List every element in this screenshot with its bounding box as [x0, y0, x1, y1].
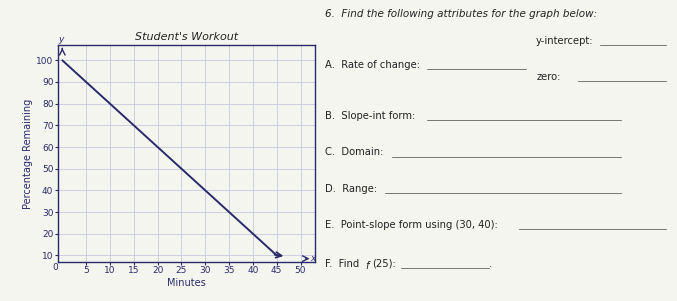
Text: y-intercept:: y-intercept:: [536, 36, 594, 46]
Text: F.  Find: F. Find: [325, 259, 366, 269]
Text: x: x: [310, 254, 315, 263]
Text: E.  Point-slope form using (30, 40):: E. Point-slope form using (30, 40):: [325, 220, 498, 230]
Y-axis label: Percentage Remaining: Percentage Remaining: [23, 98, 33, 209]
X-axis label: Minutes: Minutes: [167, 278, 206, 288]
Text: .: .: [489, 259, 492, 269]
Text: 6.  Find the following attributes for the graph below:: 6. Find the following attributes for the…: [325, 9, 597, 19]
Text: $f$: $f$: [366, 259, 372, 271]
Text: A.  Rate of change:: A. Rate of change:: [325, 60, 420, 70]
Text: 0: 0: [52, 263, 58, 272]
Title: Student's Workout: Student's Workout: [135, 32, 238, 42]
Text: zero:: zero:: [536, 72, 561, 82]
Text: D.  Range:: D. Range:: [325, 184, 377, 194]
Text: C.  Domain:: C. Domain:: [325, 147, 383, 157]
Text: y: y: [58, 35, 64, 44]
Text: B.  Slope-int form:: B. Slope-int form:: [325, 111, 415, 121]
Text: (25):: (25):: [372, 259, 396, 269]
